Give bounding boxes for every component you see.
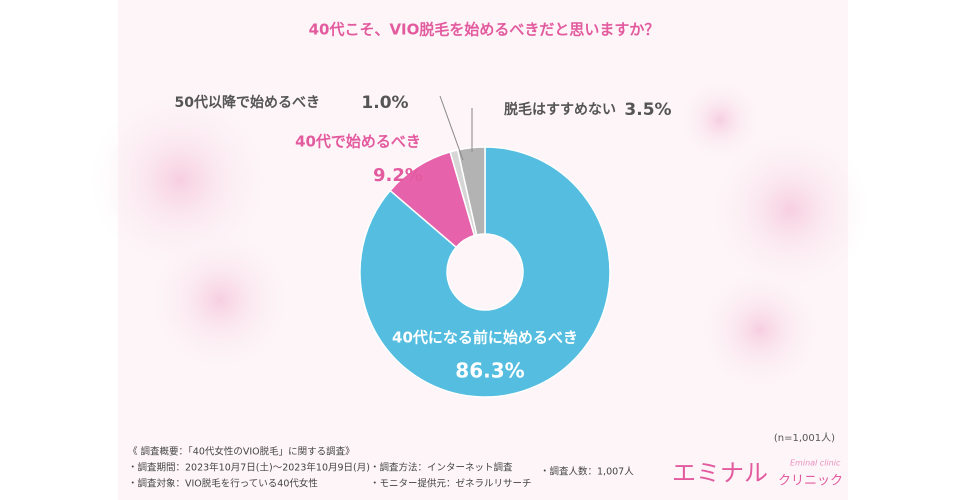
bokeh xyxy=(150,230,290,370)
leader-line xyxy=(439,95,464,161)
sample-note: (n=1,001人) xyxy=(774,432,835,444)
slice-value: 86.3% xyxy=(455,359,524,383)
footer-item: ・調査対象：VIO脱毛を行っている40代女性 xyxy=(128,478,318,490)
bokeh xyxy=(680,80,760,160)
logo-name: エミナル xyxy=(672,459,768,487)
footer-item: ・調査人数：1,007人 xyxy=(540,466,634,478)
footer-item: ・調査方法：インターネット調査 xyxy=(370,462,513,474)
slice-label: 40代で始めるべき xyxy=(295,133,421,151)
slice-label: 40代になる前に始めるべき xyxy=(392,329,578,347)
slice-value: 3.5% xyxy=(624,100,671,120)
slice-value: 1.0% xyxy=(361,93,408,113)
donut-slice xyxy=(359,146,611,398)
logo-en: Eminal clinic xyxy=(790,459,841,468)
donut-slice xyxy=(456,146,486,236)
slice-label: 50代以降で始めるべき xyxy=(175,94,320,111)
chart-title: 40代こそ、VIO脱毛を始めるべきだと思いますか？ xyxy=(309,21,660,39)
footer-item: ・モニター提供元：ゼネラルリサーチ xyxy=(370,478,532,490)
slice-label: 脱毛はすすめない xyxy=(504,101,616,118)
slice-value: 9.2% xyxy=(373,165,423,186)
bokeh xyxy=(90,90,270,270)
bokeh xyxy=(700,270,820,390)
footer-item: ・調査期間：2023年10月7日(土)～2023年10月9日(月) xyxy=(128,462,370,474)
footer-heading: 《 調査概要：「40代女性のVIO脱毛」に関する調査》 xyxy=(128,446,355,458)
bokeh xyxy=(710,130,870,290)
donut xyxy=(359,146,611,398)
logo-sub: クリニック xyxy=(778,474,843,489)
